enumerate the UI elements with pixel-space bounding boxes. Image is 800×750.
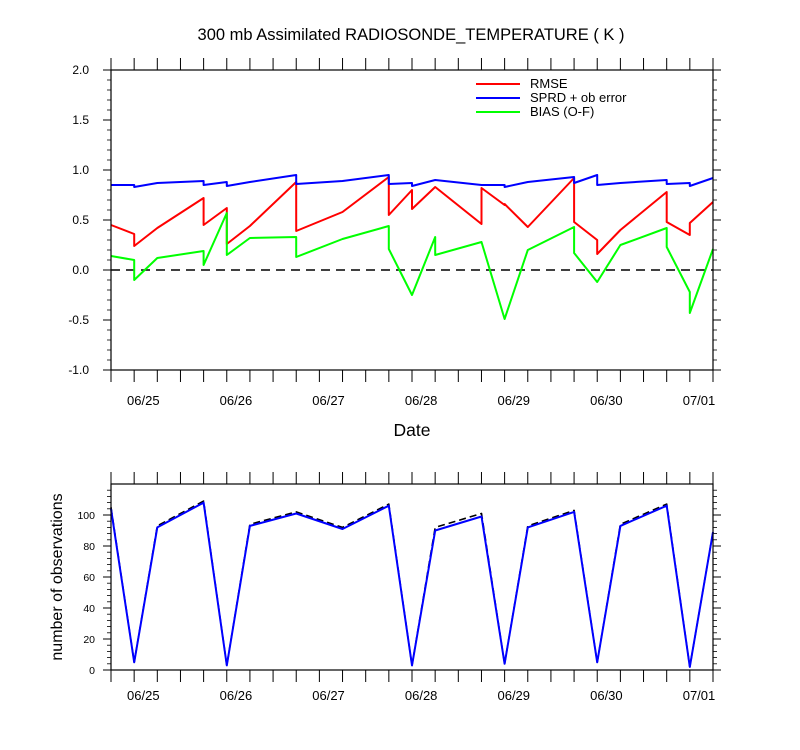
chart-title: 300 mb Assimilated RADIOSONDE_TEMPERATUR…	[198, 26, 625, 44]
x-tick-label: 06/26	[220, 393, 253, 408]
legend-label: SPRD + ob error	[530, 90, 627, 105]
bottom-axes: 0 20 40 60 80 100 06/25 06/26 06/27 06/28 06/29 06/…	[77, 472, 721, 703]
x-tick-label: 06/27	[312, 393, 345, 408]
bottom-plot-frame	[110, 483, 714, 671]
bottom-series-group	[110, 500, 714, 668]
top-plot-frame	[110, 69, 714, 371]
x-tick-label: 06/25	[127, 688, 160, 703]
y-tick-label: 1.0	[72, 163, 89, 177]
x-tick-label: 06/26	[220, 688, 253, 703]
y-tick-label: -0.5	[68, 313, 89, 327]
y-tick-label: 80	[83, 541, 95, 553]
series-line-bias-o-f	[110, 212, 714, 320]
observations-chart: 0 20 40 60 80 100 06/25 06/26 06/27 06/28 06/29 06/…	[49, 472, 721, 703]
y-tick-label: 2.0	[72, 63, 89, 77]
x-tick-label: 06/30	[590, 393, 623, 408]
x-tick-label: 06/25	[127, 393, 160, 408]
series-line-observations-used	[110, 501, 714, 668]
y-tick-label: -1.0	[68, 363, 89, 377]
x-tick-label: 06/28	[405, 393, 438, 408]
y-tick-label: 0	[89, 665, 95, 677]
series-line-rmse	[110, 176, 714, 255]
legend-label: BIAS (O-F)	[530, 104, 594, 119]
y-tick-label: 0.0	[72, 263, 89, 277]
y-tick-label: 100	[77, 510, 95, 522]
y-axis-label: number of observations	[49, 493, 66, 660]
x-tick-label: 07/01	[683, 688, 716, 703]
x-tick-label: 06/29	[497, 393, 530, 408]
y-tick-label: 0.5	[72, 213, 89, 227]
x-tick-label: 06/28	[405, 688, 438, 703]
rmse-chart: 300 mb Assimilated RADIOSONDE_TEMPERATUR…	[68, 26, 721, 440]
x-tick-label: 06/30	[590, 688, 623, 703]
top-series-group	[110, 174, 714, 320]
y-tick-label: 40	[83, 603, 95, 615]
top-axes: -1.0 -0.5 0.0 0.5 1.0 1.5 2.0 06/25 06/26 06/27 06…	[68, 58, 721, 408]
y-tick-label: 1.5	[72, 113, 89, 127]
x-tick-label: 06/27	[312, 688, 345, 703]
y-tick-label: 60	[83, 572, 95, 584]
x-axis-label: Date	[394, 420, 431, 440]
x-tick-label: 06/29	[497, 688, 530, 703]
x-tick-label: 07/01	[683, 393, 716, 408]
legend-label: RMSE	[530, 76, 568, 91]
series-line-sprd-ob-error	[111, 174, 714, 188]
y-tick-label: 20	[83, 634, 95, 646]
